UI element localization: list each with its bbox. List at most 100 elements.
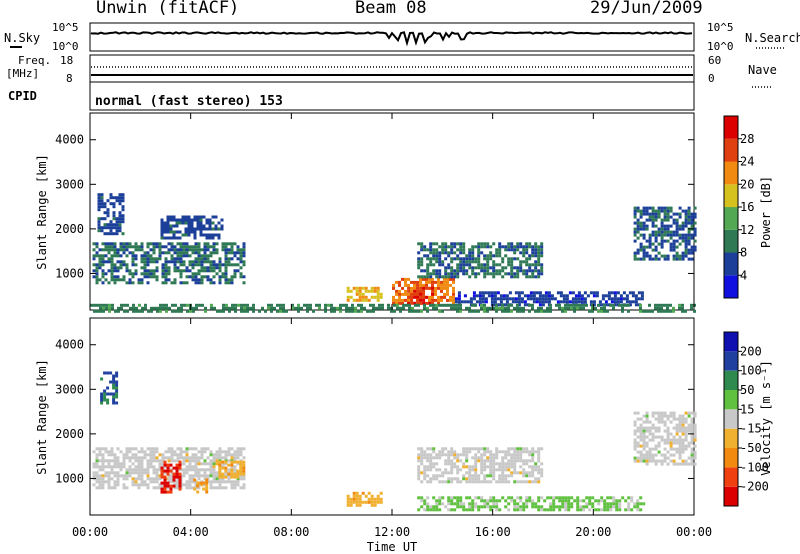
- power-cell: [239, 266, 243, 270]
- power-cell: [531, 245, 535, 249]
- velocity-cell: [516, 505, 520, 509]
- velocity-cell: [450, 508, 454, 512]
- velocity-cell: [98, 483, 102, 487]
- power-cell: [246, 309, 249, 313]
- velocity-cell: [355, 497, 359, 501]
- power-cell: [361, 295, 365, 299]
- power-cell: [159, 309, 162, 313]
- power-cell: [516, 266, 520, 270]
- velocity-cell: [176, 447, 180, 451]
- power-cell: [224, 281, 228, 285]
- power-cell: [446, 298, 449, 302]
- power-cell: [376, 295, 380, 299]
- power-cell: [669, 303, 672, 307]
- power-cell: [672, 239, 676, 243]
- velocity-y-tick-label: 2000: [55, 427, 84, 441]
- velocity-cell: [468, 505, 472, 509]
- velocity-cell: [693, 432, 697, 436]
- velocity-cell: [200, 474, 204, 478]
- power-cell: [499, 300, 503, 304]
- power-cell: [648, 215, 652, 219]
- velocity-cell: [465, 471, 469, 475]
- power-cell: [434, 289, 437, 293]
- power-cell: [459, 306, 462, 310]
- power-cell: [187, 215, 191, 219]
- velocity-y-tick-label: 1000: [55, 471, 84, 485]
- power-cell: [507, 309, 510, 313]
- velocity-cell: [666, 441, 670, 445]
- power-cell: [100, 229, 104, 233]
- power-cell: [161, 266, 165, 270]
- velocity-cell: [128, 456, 132, 460]
- velocity-cell: [654, 453, 658, 457]
- power-cell: [121, 196, 125, 200]
- velocity-cell: [570, 502, 574, 506]
- power-cell: [143, 263, 147, 267]
- velocity-cell: [191, 459, 195, 463]
- power-cell: [98, 254, 102, 258]
- velocity-cell: [218, 450, 222, 454]
- power-cell: [681, 257, 685, 261]
- velocity-cell: [675, 417, 679, 421]
- velocity-cell: [465, 459, 469, 463]
- power-cell: [450, 275, 454, 279]
- power-cell: [218, 269, 222, 273]
- velocity-cell: [576, 499, 580, 503]
- power-cell: [651, 248, 655, 252]
- velocity-cell: [355, 500, 359, 504]
- velocity-cell: [504, 450, 508, 454]
- velocity-cell: [113, 462, 117, 466]
- velocity-cell: [224, 469, 228, 473]
- power-cell: [107, 257, 111, 261]
- velocity-cell: [200, 456, 204, 460]
- velocity-cell: [182, 456, 186, 460]
- velocity-cell: [146, 477, 150, 481]
- power-cell: [510, 269, 514, 273]
- power-cell: [167, 269, 171, 273]
- velocity-cell: [468, 465, 472, 469]
- power-cell: [517, 300, 521, 304]
- power-cell: [687, 218, 691, 222]
- velocity-cell: [212, 453, 216, 457]
- power-cell: [634, 303, 638, 307]
- power-cell: [456, 257, 460, 261]
- velocity-cell: [447, 459, 451, 463]
- power-cell: [693, 206, 697, 210]
- velocity-cell: [681, 438, 685, 442]
- velocity-cell: [170, 447, 174, 451]
- power-cell: [106, 214, 110, 218]
- power-cell: [240, 306, 243, 310]
- power-cell: [188, 245, 192, 249]
- power-cell: [164, 245, 168, 249]
- velocity-cell: [203, 468, 207, 472]
- power-cell: [456, 248, 460, 252]
- velocity-cell: [212, 468, 216, 472]
- power-cell: [477, 266, 481, 270]
- power-cell: [510, 242, 514, 246]
- power-cell: [636, 236, 640, 240]
- power-cell: [187, 218, 191, 222]
- power-cell: [429, 272, 433, 276]
- velocity-cell: [417, 459, 421, 463]
- power-cell: [209, 251, 213, 255]
- power-cell: [339, 309, 342, 313]
- power-cell: [193, 227, 197, 231]
- velocity-cell: [468, 480, 472, 484]
- power-cell: [405, 303, 408, 307]
- velocity-cell: [480, 447, 484, 451]
- power-cell: [416, 280, 419, 284]
- velocity-cell: [441, 453, 445, 457]
- power-cell: [103, 232, 107, 236]
- velocity-cell: [352, 491, 356, 495]
- power-cell: [143, 275, 147, 279]
- power-cell: [541, 303, 545, 307]
- velocity-cell: [501, 465, 505, 469]
- velocity-cell: [585, 505, 589, 509]
- power-cell: [678, 254, 682, 258]
- velocity-cell: [642, 420, 646, 424]
- power-cell: [110, 263, 114, 267]
- power-cell: [189, 309, 192, 313]
- power-cell: [213, 306, 216, 310]
- velocity-cell: [110, 447, 114, 451]
- power-cell: [422, 301, 426, 305]
